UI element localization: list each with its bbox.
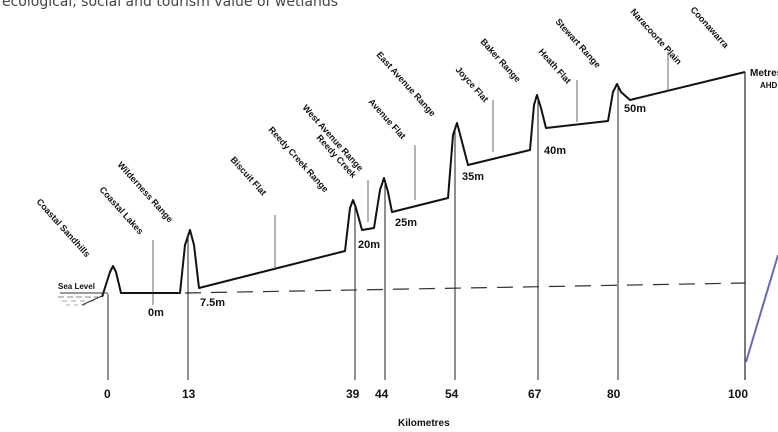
- units-sub-label: AHD: [760, 81, 778, 90]
- label-stewart-range: Stewart Range: [554, 17, 603, 70]
- elevation-35m: 35m: [462, 171, 484, 183]
- km-tick-100: 100: [728, 387, 748, 401]
- label-avenue-flat: Avenue Flat: [367, 97, 408, 141]
- km-tick-44: 44: [375, 387, 389, 401]
- sea-level-line: [184, 282, 746, 294]
- elevation-7-5m: 7.5m: [200, 297, 225, 309]
- label-coastal-lakes: Coastal Lakes: [98, 185, 146, 237]
- label-coastal-sandhills: Coastal Sandhills: [35, 197, 93, 259]
- km-tick-67: 67: [528, 387, 542, 401]
- label-biscuit-flat: Biscuit Flat: [229, 155, 269, 198]
- label-baker-range: Baker Range: [479, 37, 523, 85]
- km-tick-39: 39: [346, 387, 360, 401]
- label-joyce-flat: Joyce Flat: [454, 65, 491, 104]
- purple-pointer-line: [745, 254, 778, 363]
- elevation-25m: 25m: [395, 217, 417, 229]
- coast-slope: [81, 294, 105, 306]
- elevation-20m: 20m: [358, 239, 380, 251]
- km-tick-80: 80: [607, 387, 621, 401]
- km-tick-54: 54: [445, 387, 459, 401]
- label-west-avenue-range: West Avenue Range: [301, 103, 366, 173]
- x-axis-title: Kilometres: [398, 418, 450, 429]
- elevation-50m: 50m: [624, 103, 646, 115]
- sea-level-label: Sea Level: [58, 282, 95, 291]
- terrain-profile: [101, 71, 746, 298]
- caption: ecological, social and tourism value of …: [2, 0, 338, 10]
- units-label: Metres: [750, 68, 778, 79]
- km-tick-13: 13: [182, 387, 196, 401]
- label-coonawarra: Coonawarra: [689, 5, 732, 51]
- elevation-0m: 0m: [148, 307, 164, 319]
- label-heath-flat: Heath Flat: [537, 47, 574, 86]
- elevation-40m: 40m: [544, 145, 566, 157]
- label-naracoorte-plain: Naracoorte Plain: [629, 7, 684, 67]
- km-tick-0: 0: [104, 387, 111, 401]
